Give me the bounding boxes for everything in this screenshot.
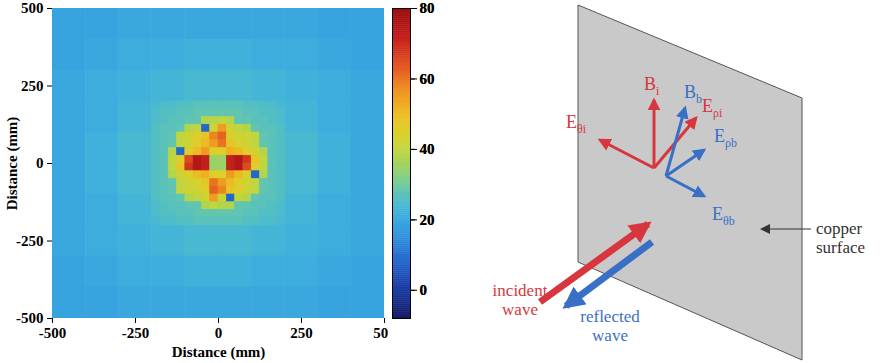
svg-text:Distance (mm): Distance (mm) xyxy=(4,117,21,211)
svg-text:60: 60 xyxy=(420,71,435,87)
svg-text:0: 0 xyxy=(420,282,428,298)
svg-text:40: 40 xyxy=(420,141,435,157)
svg-text:20: 20 xyxy=(420,212,435,228)
svg-text:coppersurface: coppersurface xyxy=(816,219,865,257)
svg-text:-500: -500 xyxy=(16,310,44,326)
svg-text:60: 60 xyxy=(420,71,435,87)
svg-text:-250: -250 xyxy=(122,325,150,341)
svg-text:20: 20 xyxy=(420,212,435,228)
svg-text:Bi: Bi xyxy=(644,74,660,98)
svg-text:500: 500 xyxy=(21,0,44,16)
svg-text:40: 40 xyxy=(420,141,435,157)
svg-text:500: 500 xyxy=(373,325,388,341)
svg-text:250: 250 xyxy=(21,78,44,94)
svg-text:incidentwave: incidentwave xyxy=(493,281,548,319)
svg-text:250: 250 xyxy=(290,325,313,341)
svg-text:0: 0 xyxy=(215,325,223,341)
svg-text:Eρi: Eρi xyxy=(702,96,723,120)
svg-text:80: 80 xyxy=(420,0,435,16)
svg-text:Bb: Bb xyxy=(684,82,702,106)
svg-text:-250: -250 xyxy=(16,233,44,249)
svg-text:Eρb: Eρb xyxy=(714,126,737,150)
svg-text:80: 80 xyxy=(420,0,435,16)
svg-text:Eθi: Eθi xyxy=(566,112,587,136)
svg-text:Distance (mm): Distance (mm) xyxy=(172,344,266,361)
svg-text:-500: -500 xyxy=(39,325,67,341)
svg-text:0: 0 xyxy=(420,282,428,298)
svg-text:Eθb: Eθb xyxy=(712,204,735,228)
svg-text:0: 0 xyxy=(36,155,44,171)
svg-text:reflectedwave: reflectedwave xyxy=(580,307,640,345)
